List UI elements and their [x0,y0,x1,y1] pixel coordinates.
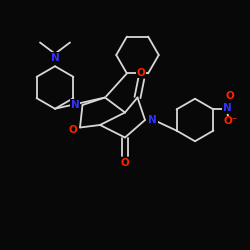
Text: N: N [148,115,157,125]
Text: O: O [120,158,130,168]
Text: N: N [51,52,59,62]
Text: O: O [68,125,77,135]
Text: N: N [223,103,232,113]
Text: O⁻: O⁻ [223,116,237,126]
Text: O: O [225,91,234,102]
Text: N: N [71,100,80,110]
Text: O: O [137,68,145,78]
